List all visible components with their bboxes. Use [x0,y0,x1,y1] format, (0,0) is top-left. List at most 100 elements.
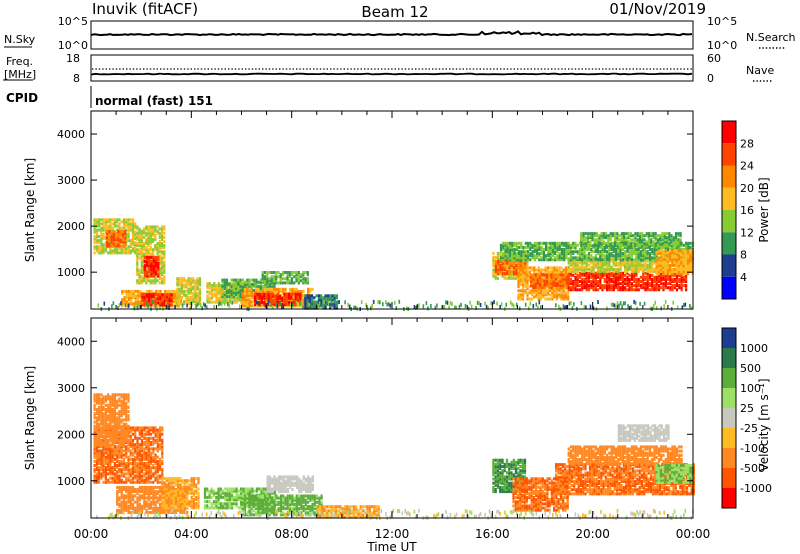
heatmap-cell [659,242,662,246]
heatmap-cell [657,288,661,292]
heatmap-cell [585,265,588,269]
heatmap-cell [275,277,278,281]
heatmap-cell [297,279,300,283]
heatmap-cell [651,248,654,251]
heatmap-cell [269,292,272,296]
ground-scatter-cell [628,306,631,310]
heatmap-cell [154,297,157,301]
heatmap-cell [657,275,661,279]
heatmap-cell [590,280,593,283]
heatmap-cell [143,272,146,276]
heatmap-cell [682,251,685,255]
heatmap-cell [161,266,164,270]
heatmap-cell [598,236,601,240]
heatmap-cell [569,248,572,251]
heatmap-cell [593,238,596,242]
heatmap-cell [272,279,276,283]
heatmap-cell [304,300,307,304]
heatmap-cell [610,288,613,292]
ground-scatter-cell [291,302,294,307]
heatmap-cell [93,251,96,255]
ground-scatter-cell [633,299,635,304]
heatmap-cell [586,244,590,248]
heatmap-cell [621,284,624,288]
heatmap-cell [648,269,652,273]
heatmap-cell [538,254,541,258]
heatmap-cell [142,231,146,235]
heatmap-cell [591,232,594,236]
heatmap-cell [533,289,536,293]
heatmap-cell [163,266,166,270]
heatmap-cell [515,254,518,258]
heatmap-cell [118,224,121,228]
heatmap-cell [572,258,575,262]
heatmap-cell [296,298,300,302]
heatmap-cell [614,232,617,236]
heatmap-cell [561,279,564,283]
heatmap-cell [194,287,197,291]
heatmap-cell [136,273,139,277]
heatmap-cell [296,292,300,296]
heatmap-cell [601,250,604,254]
heatmap-cell [621,288,624,292]
heatmap-cell [666,259,669,263]
heatmap-cell [499,256,503,260]
heatmap-cell [161,262,164,266]
heatmap-cell [680,272,683,276]
heatmap-cell [634,244,637,248]
heatmap-cell [161,256,164,260]
heatmap-cell [657,251,660,255]
heatmap-cell [599,258,602,262]
heatmap-cell [503,268,507,271]
heatmap-cell [639,284,642,288]
heatmap-cell [608,248,611,251]
heatmap-cell [639,286,642,290]
heatmap-cell [655,265,658,269]
heatmap-cell [120,468,123,472]
heatmap-cell [564,270,567,274]
heatmap-cell [519,278,522,282]
heatmap-cell [576,282,579,286]
heatmap-cell [109,472,112,476]
freq-tick-top: 18 [66,52,80,65]
heatmap-cell [585,288,588,292]
heatmap-cell [136,242,139,245]
heatmap-cell [210,284,214,288]
heatmap-cell [102,459,105,463]
heatmap-cell [506,261,509,265]
heatmap-cell [100,445,103,449]
heatmap-cell [603,286,606,290]
heatmap-cell [536,277,539,281]
heatmap-cell [100,451,103,455]
heatmap-cell [552,281,555,285]
heatmap-cell [668,251,672,255]
heatmap-cell [621,277,624,281]
ground-scatter-cell [219,301,221,306]
heatmap-cell [554,241,557,245]
heatmap-cell [122,468,126,472]
heatmap-cell [625,242,628,246]
heatmap-cell [517,250,521,254]
heatmap-cell [684,259,687,263]
heatmap-cell [585,256,588,260]
heatmap-cell [513,256,516,260]
heatmap-cell [235,282,238,286]
heatmap-cell [563,256,566,260]
heatmap-cell [566,277,569,281]
heatmap-cell [158,242,161,245]
heatmap-cell [540,291,543,295]
ground-scatter-cell [344,300,346,305]
heatmap-cell [198,291,202,295]
heatmap-cell [687,265,690,269]
heatmap-cell [145,227,148,231]
ground-scatter-cell [592,306,595,311]
freq-tick-bottom: 8 [73,72,80,85]
heatmap-cell [254,292,257,296]
heatmap-cell [104,218,107,222]
heatmap-cell [610,271,613,275]
ground-scatter-cell [555,303,557,308]
heatmap-cell [258,300,261,304]
heatmap-cell [552,277,555,281]
heatmap-cell [655,275,658,279]
heatmap-cell [533,241,536,245]
